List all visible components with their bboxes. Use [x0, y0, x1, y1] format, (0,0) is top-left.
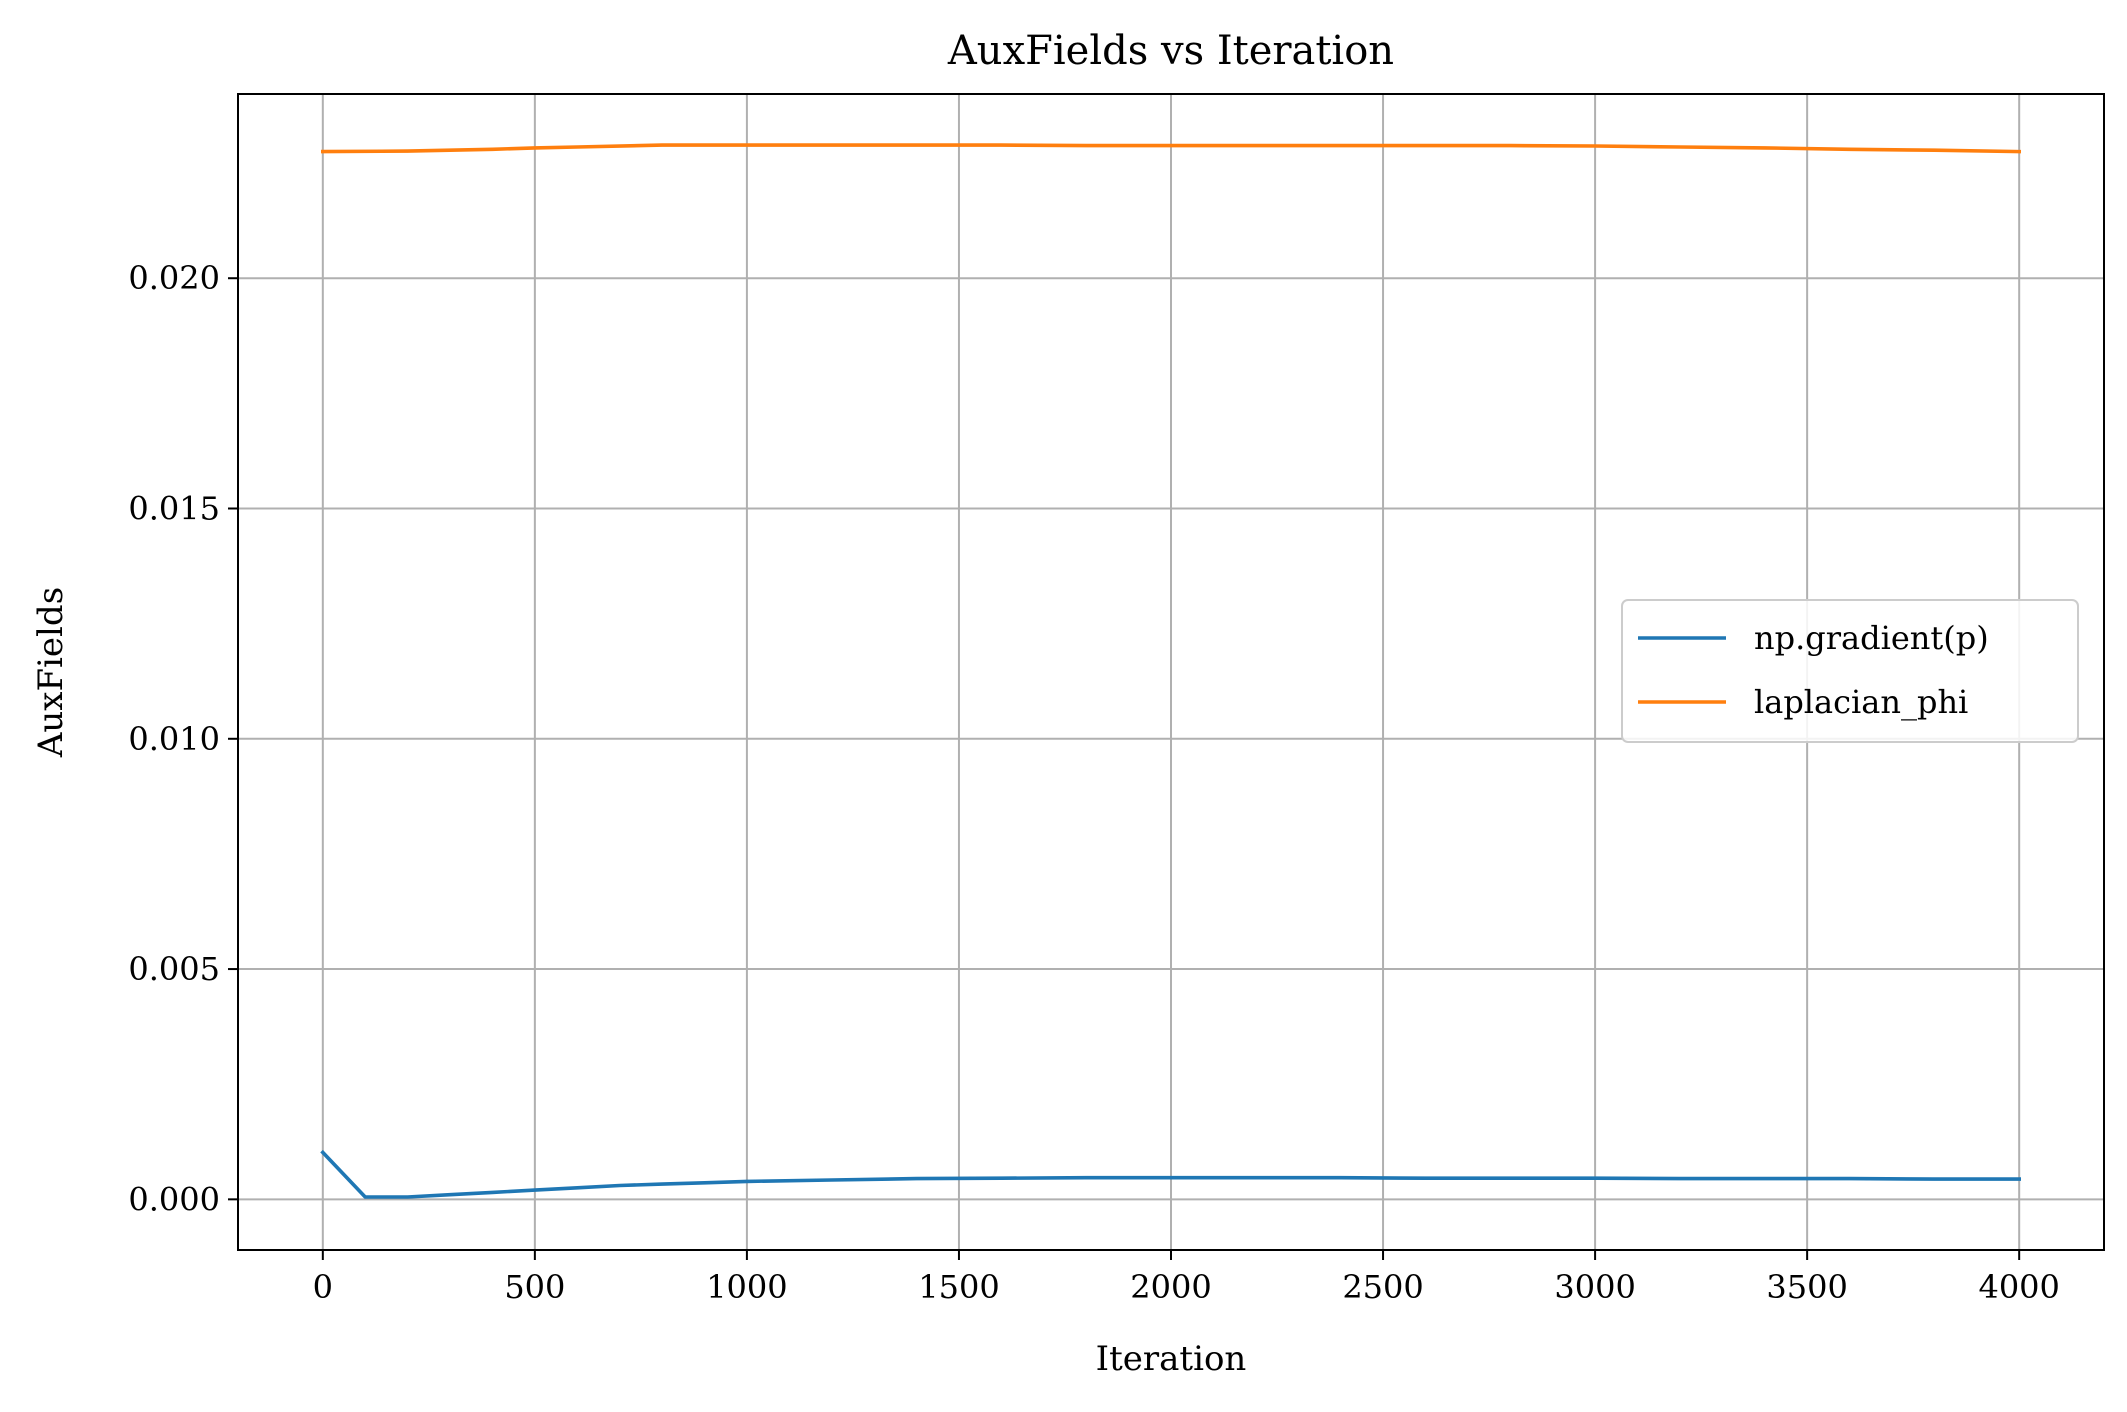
legend-label: laplacian_phi — [1754, 683, 1968, 721]
y-tick-label: 0.015 — [128, 490, 220, 528]
grid — [238, 94, 2104, 1250]
series-group — [320, 143, 2022, 1199]
x-tick-label: 0 — [313, 1268, 333, 1306]
legend-label: np.gradient(p) — [1754, 619, 1989, 657]
x-tick-label: 500 — [504, 1268, 565, 1306]
x-tick-label: 3500 — [1766, 1268, 1847, 1306]
legend-box — [1621, 599, 2079, 743]
series-line-laplacian-phi — [320, 143, 2022, 154]
y-tick-label: 0.020 — [128, 259, 220, 297]
x-tick-label: 2500 — [1342, 1268, 1423, 1306]
x-tick-label: 1000 — [706, 1268, 787, 1306]
x-tick-label: 3000 — [1554, 1268, 1635, 1306]
x-tick-label: 1500 — [918, 1268, 999, 1306]
chart-title: AuxFields vs Iteration — [947, 28, 1394, 74]
y-axis-label: AuxFields — [31, 587, 71, 758]
series-line-np-gradient-p — [320, 1149, 2021, 1199]
y-tick-label: 0.005 — [128, 950, 220, 988]
y-tick-label: 0.000 — [128, 1180, 220, 1218]
x-tick-label: 4000 — [1978, 1268, 2059, 1306]
legend: np.gradient(p) laplacian_phi — [1621, 599, 2079, 743]
y-tick-label: 0.010 — [128, 720, 220, 758]
axis-ticks: 0 500 1000 1500 2000 2500 3000 3500 4000 0.000 0.0… — [128, 259, 2060, 1306]
x-axis-label: Iteration — [1096, 1339, 1247, 1379]
x-tick-label: 2000 — [1130, 1268, 1211, 1306]
